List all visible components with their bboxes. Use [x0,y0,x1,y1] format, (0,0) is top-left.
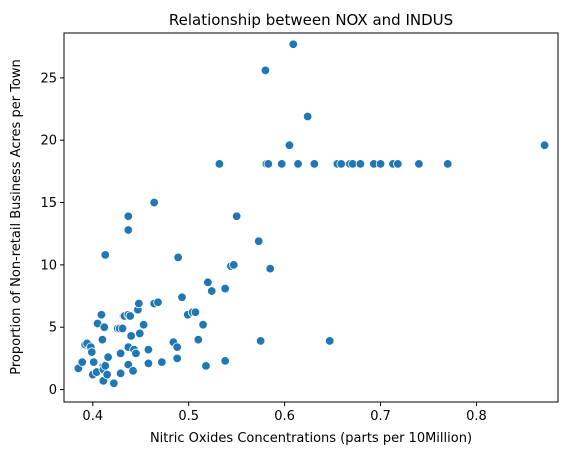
data-point [100,361,110,371]
chart-title: Relationship between NOX and INDUS [169,11,453,29]
data-point [131,348,141,359]
y-tick-label: 0 [49,383,57,398]
data-point [100,250,110,260]
data-point [99,322,109,332]
data-point [265,263,275,274]
data-point [231,211,242,221]
x-axis-label: Nitric Oxides Concentrations (parts per … [150,431,472,446]
data-point [229,260,239,270]
data-point [393,159,403,169]
data-point [214,159,225,169]
data-point [103,352,113,362]
y-tick-label: 10 [40,258,57,273]
data-point [87,347,97,357]
data-point [172,342,182,352]
data-point [109,378,119,389]
data-point [97,334,108,345]
data-point [123,359,133,370]
data-point [263,159,274,169]
data-point [442,159,453,169]
data-point [138,320,149,330]
data-point [134,298,144,309]
data-point [125,311,135,321]
data-point [115,368,126,379]
data-point [128,366,138,376]
data-point [260,65,271,76]
data-point [157,357,167,367]
y-tick-label: 5 [49,321,57,336]
data-point [355,159,366,169]
y-axis: 0 5 10 15 20 25 [40,71,64,398]
data-point [539,140,550,150]
data-point [193,334,203,345]
data-point [302,111,313,122]
data-point [96,310,107,320]
y-tick-label: 25 [40,71,57,86]
data-point [143,344,154,355]
y-tick-label: 20 [40,134,57,149]
data-point [207,286,217,296]
data-point [177,292,187,302]
data-point [288,39,298,49]
data-point [173,252,183,263]
data-point [203,277,213,288]
data-point [123,225,133,235]
data-point [143,358,154,369]
data-point [115,348,126,359]
y-axis-label: Proportion of Non-retail Business Acres … [9,59,24,374]
data-point [117,323,128,334]
data-point [126,331,136,341]
data-point [284,140,295,150]
data-point [135,328,145,339]
data-point [220,356,230,366]
data-point [201,361,211,371]
x-tick-label: 0.5 [178,409,199,424]
x-tick-label: 0.7 [370,409,391,424]
data-point [102,369,112,380]
data-point [336,159,346,169]
data-point [149,197,159,208]
plot-area [63,32,559,403]
data-point [414,159,424,169]
data-point [89,357,99,367]
data-point [220,283,230,294]
x-tick-label: 0.8 [466,409,487,424]
data-point [277,159,287,169]
data-point [325,336,335,346]
data-point [198,320,208,330]
data-point [77,357,87,367]
data-point [293,159,303,169]
x-tick-label: 0.6 [274,409,295,424]
data-point [190,307,201,317]
x-tick-label: 0.4 [82,409,103,424]
data-point [309,159,320,169]
data-point [375,159,386,169]
y-tick-label: 15 [40,196,57,211]
data-point [172,353,182,364]
x-axis: 0.4 0.5 0.6 0.7 0.8 [82,402,487,424]
data-point [123,211,133,221]
data-point [254,236,264,246]
data-point [153,297,163,307]
data-points [73,39,550,389]
data-point [255,336,266,346]
